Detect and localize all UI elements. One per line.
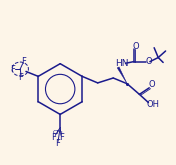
Text: OH: OH xyxy=(147,100,160,109)
Text: CF₃: CF₃ xyxy=(52,130,63,135)
Text: O: O xyxy=(149,80,155,89)
Text: F: F xyxy=(10,65,15,73)
Text: F: F xyxy=(59,133,64,142)
Polygon shape xyxy=(117,67,127,84)
Text: O: O xyxy=(133,42,139,51)
Text: O: O xyxy=(145,57,152,66)
Text: F: F xyxy=(18,73,23,82)
Text: F: F xyxy=(55,139,60,148)
Text: F: F xyxy=(51,133,56,142)
Text: HN: HN xyxy=(115,59,129,68)
Text: F: F xyxy=(21,57,26,66)
